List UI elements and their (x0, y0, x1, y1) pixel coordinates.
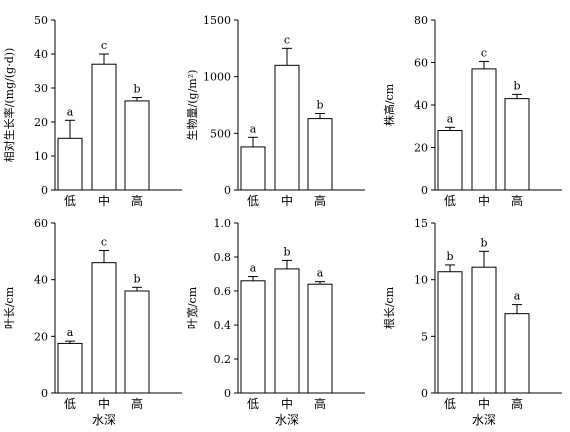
bar-1 (57, 137, 83, 191)
y-axis-title: 株高/cm (382, 83, 396, 126)
y-axis-title: 相对生长率/(mg/(g·d)) (2, 48, 16, 163)
x-tick-label: 高 (131, 193, 143, 208)
significance-letter: a (250, 262, 257, 275)
y-tick-label: 10 (34, 150, 48, 163)
significance-letter: b (316, 99, 323, 112)
y-tick-label: 30 (34, 82, 48, 95)
significance-letter: b (283, 245, 290, 258)
bar-1 (437, 130, 463, 191)
significance-letter: b (133, 272, 140, 285)
significance-letter: a (447, 112, 454, 125)
y-tick-label: 80 (414, 14, 428, 27)
x-tick-label: 中 (281, 396, 293, 411)
y-tick-label: 1000 (203, 71, 231, 84)
bar-1 (437, 271, 463, 394)
x-tick-label: 高 (314, 193, 326, 208)
significance-letter: a (67, 326, 74, 339)
x-tick-label: 高 (131, 396, 143, 411)
y-tick-label: 0.8 (214, 251, 232, 264)
y-tick-label: 500 (210, 127, 231, 140)
y-tick-label: 0.6 (214, 285, 232, 298)
x-tick-label: 高 (314, 396, 326, 411)
y-axis-title: 生物量/(g/m²) (185, 70, 199, 141)
bar-3 (504, 313, 530, 394)
y-axis-title: 根长/cm (382, 286, 396, 329)
bar-3 (504, 98, 530, 191)
y-tick-label: 50 (34, 14, 48, 27)
bar-3 (307, 118, 333, 191)
significance-letter: b (513, 79, 520, 92)
bar-2 (471, 266, 497, 394)
x-tick-label: 低 (444, 397, 456, 411)
y-tick-label: 60 (414, 57, 428, 70)
y-tick-label: 15 (414, 217, 428, 230)
y-tick-label: 0 (421, 387, 428, 400)
y-tick-label: 1500 (203, 14, 231, 27)
chart-panel-6: 0 5 10 15 根长/cm b 低 b 中 a 高水深 (382, 217, 562, 427)
chart-panel-3: 0 20 40 60 80 株高/cm a 低 c 中 b 高 (382, 14, 562, 208)
y-axis-title: 叶长/cm (3, 286, 16, 329)
y-tick-label: 0 (41, 184, 48, 197)
x-tick-label: 低 (64, 194, 76, 208)
y-tick-label: 0 (421, 184, 428, 197)
x-tick-label: 中 (478, 193, 490, 208)
significance-letter: c (481, 46, 487, 59)
x-tick-label: 低 (444, 194, 456, 208)
y-tick-label: 0.2 (214, 353, 232, 366)
chart-panel-4: 0 20 40 60 叶长/cm a 低 c 中 b 高水深 (3, 217, 182, 427)
x-tick-label: 低 (64, 397, 76, 411)
x-axis-title: 水深 (92, 413, 116, 427)
y-tick-label: 20 (34, 330, 48, 343)
y-tick-label: 20 (414, 142, 428, 155)
bar-1 (57, 342, 83, 394)
significance-letter: a (514, 290, 521, 303)
significance-letter: c (101, 39, 107, 52)
significance-letter: b (446, 250, 453, 263)
bar-2 (274, 64, 300, 191)
y-axis-title: 叶宽/cm (185, 286, 199, 329)
x-tick-label: 低 (247, 397, 259, 411)
x-tick-label: 高 (511, 396, 523, 411)
y-tick-label: 40 (414, 99, 428, 112)
y-tick-label: 20 (34, 116, 48, 129)
bar-3 (124, 290, 150, 394)
y-tick-label: 1.0 (214, 217, 232, 230)
x-axis-title: 水深 (275, 413, 299, 427)
significance-letter: a (250, 122, 257, 135)
y-tick-label: 0 (41, 387, 48, 400)
y-tick-label: 0 (224, 184, 231, 197)
y-tick-label: 5 (421, 330, 428, 343)
x-tick-label: 低 (247, 194, 259, 208)
y-tick-label: 40 (34, 48, 48, 61)
significance-letter: a (67, 105, 74, 118)
chart-panel-5: 0 0.2 0.4 0.6 0.8 1.0 叶宽/cm a 低 b 中 a 高水深 (185, 217, 365, 427)
x-tick-label: 高 (511, 193, 523, 208)
bar-1 (240, 146, 266, 191)
x-tick-label: 中 (281, 193, 293, 208)
bar-2 (471, 68, 497, 191)
chart-panel-1: 0 10 20 30 40 50 相对生长率/(mg/(g·d)) a 低 c 中 b 高 (2, 14, 182, 208)
chart-panel-2: 0 500 1000 1500 生物量/(g/m²) a 低 c 中 b 高 (185, 14, 365, 208)
bar-3 (307, 283, 333, 394)
bar-3 (124, 100, 150, 191)
significance-letter: b (480, 236, 487, 249)
x-tick-label: 中 (98, 396, 110, 411)
significance-letter: c (101, 235, 107, 248)
x-tick-label: 中 (98, 193, 110, 208)
significance-letter: c (284, 33, 290, 46)
bar-2 (274, 268, 300, 394)
y-tick-label: 0 (224, 387, 231, 400)
bar-2 (91, 262, 117, 394)
x-axis-title: 水深 (472, 413, 496, 427)
significance-letter: a (317, 267, 324, 280)
y-tick-label: 40 (34, 274, 48, 287)
bar-1 (240, 280, 266, 394)
y-tick-label: 10 (414, 274, 428, 287)
significance-letter: b (133, 83, 140, 96)
bar-2 (91, 63, 117, 191)
x-tick-label: 中 (478, 396, 490, 411)
y-tick-label: 60 (34, 217, 48, 230)
y-tick-label: 0.4 (214, 319, 232, 332)
